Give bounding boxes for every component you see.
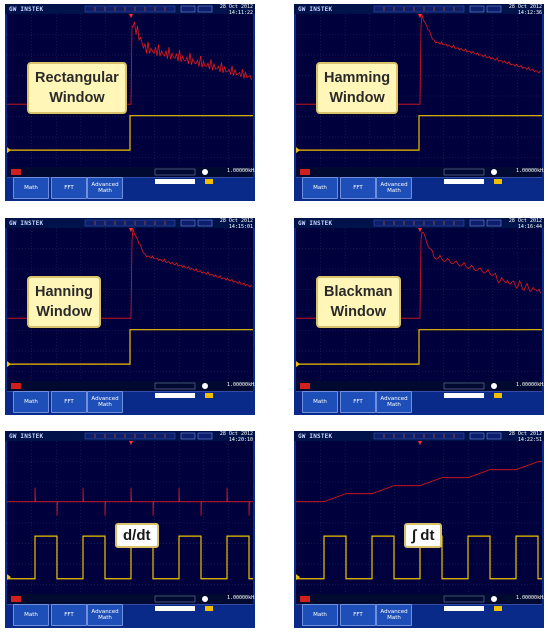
softkey-math[interactable]: Math — [302, 391, 338, 413]
math-trace — [296, 231, 541, 319]
softkey-fft[interactable]: FFT — [340, 604, 376, 626]
math-trace — [296, 461, 542, 503]
brand-logo: GW INSTEK — [9, 6, 44, 13]
date-text: 28 Oct 2012 — [219, 4, 253, 10]
date-time: 28 Oct 2012 14:15:01 — [220, 218, 253, 230]
softkey-math[interactable]: Math — [13, 391, 49, 413]
scope-display — [5, 4, 255, 201]
date-text: 28 Oct 2012 — [219, 218, 253, 224]
date-time: 28 Oct 2012 14:20:10 — [220, 431, 253, 443]
window-type-label: ∫ dt — [404, 523, 443, 548]
math-trace — [7, 487, 253, 516]
scope-display — [294, 431, 544, 628]
scope-screen-5: GW INSTEK 28 Oct 2012 14:20:10 1.00000kHz Ma… — [5, 431, 258, 628]
date-text: 28 Oct 2012 — [508, 4, 542, 10]
frequency-readout: 1.00000kHz — [227, 168, 258, 174]
ch1-trace — [296, 329, 542, 365]
math-trace — [296, 14, 541, 105]
scope-screen-4: GW INSTEK 28 Oct 2012 14:16:44 1.00000kHz Ma… — [294, 218, 547, 415]
scope-screen-2: GW INSTEK 28 Oct 2012 14:12:36 1.00000kHz Ma… — [294, 4, 547, 201]
softkey-advanced-math[interactable]: Advanced Math — [87, 391, 123, 413]
ch1-trace — [7, 329, 253, 365]
date-text: 28 Oct 2012 — [508, 218, 542, 224]
math-trace — [7, 228, 252, 319]
time-text: 14:11:22 — [228, 10, 253, 16]
frequency-readout: 1.00000kHz — [516, 168, 547, 174]
brand-logo: GW INSTEK — [9, 220, 44, 227]
date-text: 28 Oct 2012 — [508, 431, 542, 437]
time-text: 14:20:10 — [228, 437, 253, 443]
softkey-fft[interactable]: FFT — [340, 391, 376, 413]
scope-screen-6: GW INSTEK 28 Oct 2012 14:22:51 1.00000kHz Ma… — [294, 431, 547, 628]
window-type-label: d/dt — [115, 523, 159, 548]
brand-logo: GW INSTEK — [298, 433, 333, 440]
softkey-fft[interactable]: FFT — [340, 177, 376, 199]
softkey-advanced-math[interactable]: Advanced Math — [376, 604, 412, 626]
date-time: 28 Oct 2012 14:12:36 — [509, 4, 542, 16]
softkey-math[interactable]: Math — [13, 604, 49, 626]
window-type-label: Blackman Window — [316, 276, 401, 328]
softkey-advanced-math[interactable]: Advanced Math — [87, 177, 123, 199]
softkey-math[interactable]: Math — [13, 177, 49, 199]
time-text: 14:12:36 — [517, 10, 542, 16]
date-time: 28 Oct 2012 14:11:22 — [220, 4, 253, 16]
time-text: 14:16:44 — [517, 224, 542, 230]
scope-screen-1: GW INSTEK 28 Oct 2012 14:11:22 1.00000kHz Ma… — [5, 4, 258, 201]
date-time: 28 Oct 2012 14:22:51 — [509, 431, 542, 443]
time-text: 14:15:01 — [228, 224, 253, 230]
ch1-trace — [296, 115, 542, 151]
frequency-readout: 1.00000kHz — [516, 382, 547, 388]
softkey-fft[interactable]: FFT — [51, 604, 87, 626]
window-type-label: Hamming Window — [316, 62, 399, 114]
brand-logo: GW INSTEK — [298, 220, 333, 227]
time-text: 14:22:51 — [517, 437, 542, 443]
softkey-fft[interactable]: FFT — [51, 177, 87, 199]
ch1-trace — [7, 115, 253, 151]
date-time: 28 Oct 2012 14:16:44 — [509, 218, 542, 230]
softkey-advanced-math[interactable]: Advanced Math — [376, 391, 412, 413]
softkey-fft[interactable]: FFT — [51, 391, 87, 413]
frequency-readout: 1.00000kHz — [516, 595, 547, 601]
softkey-math[interactable]: Math — [302, 604, 338, 626]
frequency-readout: 1.00000kHz — [227, 595, 258, 601]
softkey-advanced-math[interactable]: Advanced Math — [376, 177, 412, 199]
date-text: 28 Oct 2012 — [219, 431, 253, 437]
window-type-label: Rectangular Window — [27, 62, 127, 114]
brand-logo: GW INSTEK — [298, 6, 333, 13]
scope-screen-3: GW INSTEK 28 Oct 2012 14:15:01 1.00000kHz Ma… — [5, 218, 258, 415]
math-trace — [7, 21, 252, 105]
brand-logo: GW INSTEK — [9, 433, 44, 440]
window-type-label: Hanning Window — [27, 276, 101, 328]
softkey-advanced-math[interactable]: Advanced Math — [87, 604, 123, 626]
frequency-readout: 1.00000kHz — [227, 382, 258, 388]
softkey-math[interactable]: Math — [302, 177, 338, 199]
